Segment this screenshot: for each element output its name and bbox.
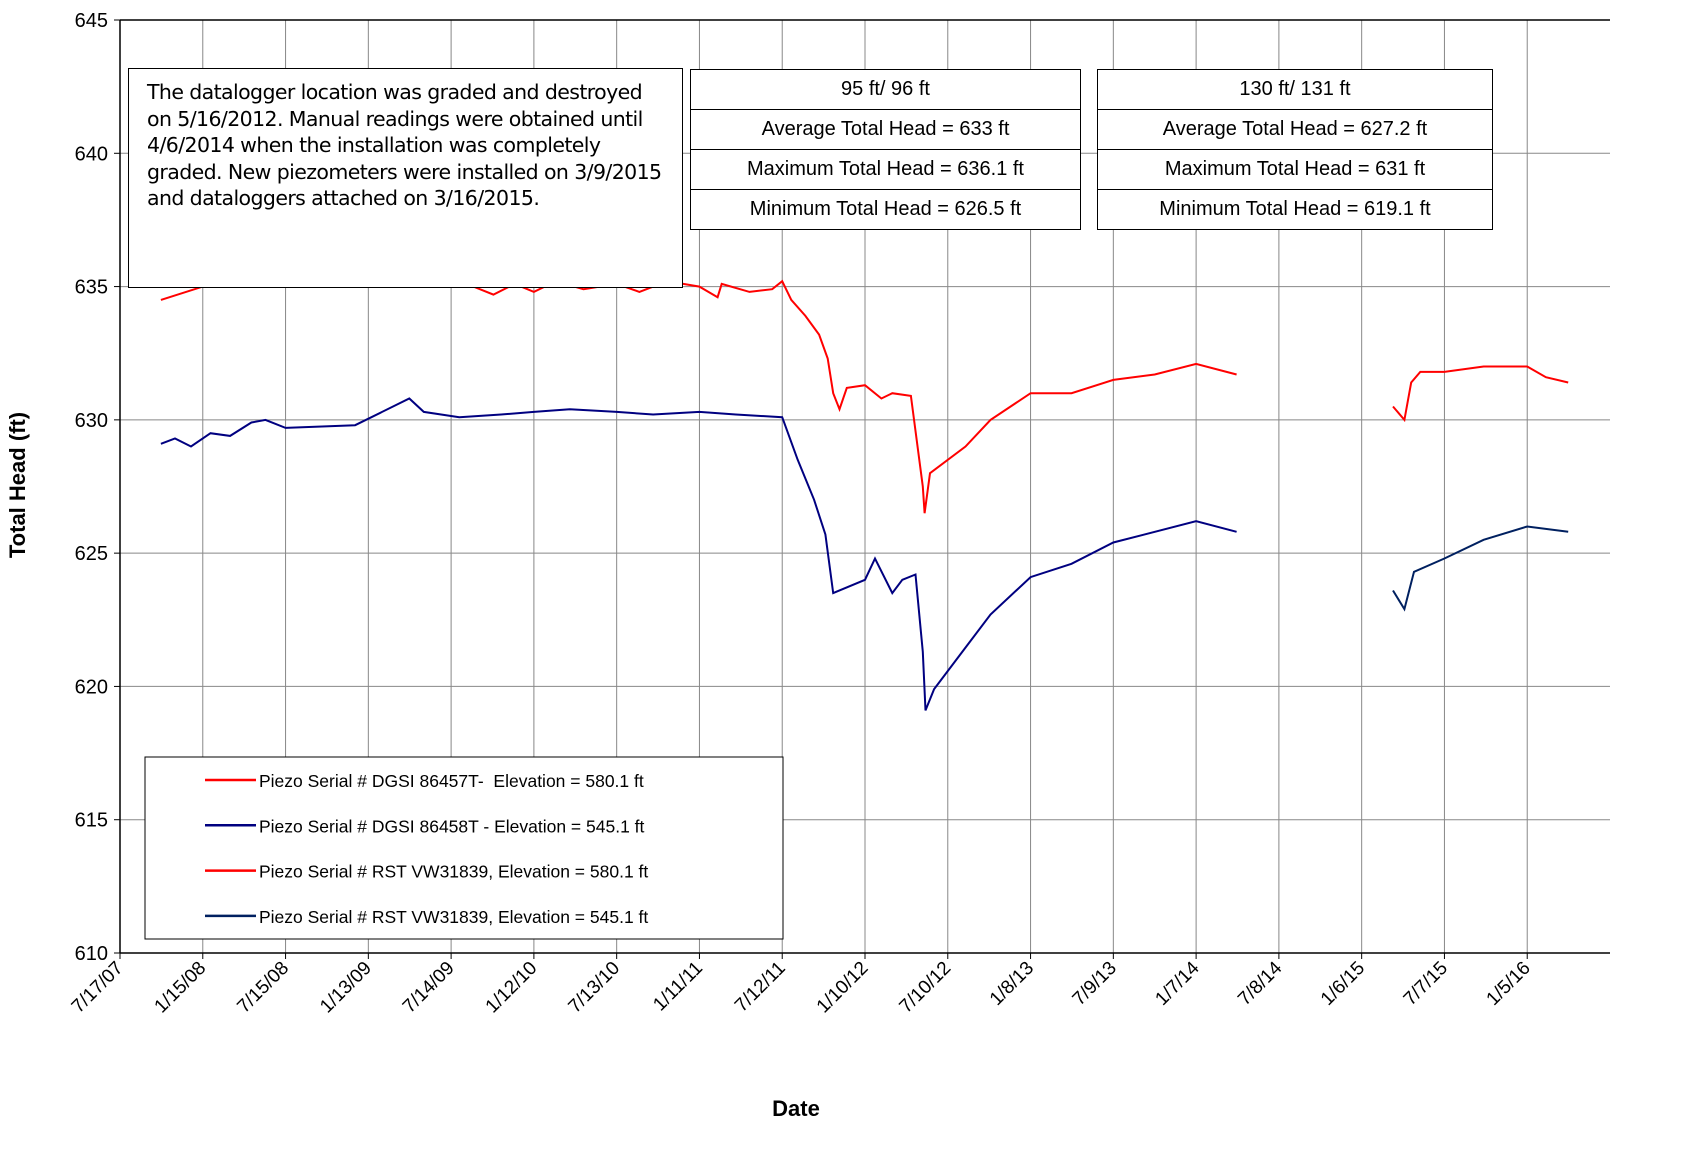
x-tick-label: 7/13/10 xyxy=(565,958,625,1018)
x-tick-label: 1/15/08 xyxy=(151,958,211,1018)
data-line xyxy=(1392,525,1569,612)
x-tick-label: 7/9/13 xyxy=(1069,958,1121,1010)
y-tick-label: 615 xyxy=(75,810,108,832)
x-tick-label: 1/12/10 xyxy=(482,958,542,1018)
x-axis-label: Date xyxy=(772,1096,820,1121)
x-tick-label: 7/8/14 xyxy=(1234,957,1287,1010)
y-tick-label: 610 xyxy=(75,943,108,965)
x-tick-label: 7/10/12 xyxy=(896,958,956,1018)
stats-table: 130 ft/ 131 ft Average Total Head = 627.… xyxy=(1097,69,1493,230)
x-tick-label: 1/11/11 xyxy=(649,958,707,1016)
x-tick-label: 1/13/09 xyxy=(316,958,376,1018)
x-tick-label: 7/14/09 xyxy=(399,958,459,1018)
legend-label: Piezo Serial # RST VW31839, Elevation = … xyxy=(259,862,648,882)
data-line xyxy=(160,397,1237,711)
x-tick-label: 1/5/16 xyxy=(1483,958,1535,1010)
y-tick-label: 620 xyxy=(75,676,108,698)
stats-cell: Average Total Head = 627.2 ft xyxy=(1097,109,1493,150)
y-tick-label: 630 xyxy=(75,410,108,432)
x-tick-label: 7/12/11 xyxy=(731,958,790,1017)
x-tick-label: 7/17/07 xyxy=(68,958,128,1018)
x-tick-label: 7/7/15 xyxy=(1400,958,1452,1010)
x-tick-label: 1/6/15 xyxy=(1317,958,1369,1010)
stats-cell: Minimum Total Head = 626.5 ft xyxy=(690,189,1081,230)
stats-table: 95 ft/ 96 ft Average Total Head = 633 ft… xyxy=(690,69,1081,230)
stats-cell: Average Total Head = 633 ft xyxy=(690,109,1081,150)
legend-label: Piezo Serial # RST VW31839, Elevation = … xyxy=(259,907,648,927)
stats-cell: Maximum Total Head = 631 ft xyxy=(1097,149,1493,190)
y-tick-label: 640 xyxy=(75,143,108,165)
stats-cell: 130 ft/ 131 ft xyxy=(1097,69,1493,110)
x-tick-label: 1/10/12 xyxy=(813,958,873,1018)
x-tick-label: 7/15/08 xyxy=(233,958,293,1018)
stats-cell: 95 ft/ 96 ft xyxy=(690,69,1081,110)
x-tick-label: 1/7/14 xyxy=(1151,957,1204,1010)
legend-label: Piezo Serial # DGSI 86458T - Elevation =… xyxy=(259,816,645,836)
legend-box xyxy=(144,756,784,940)
y-tick-label: 635 xyxy=(75,277,108,299)
y-tick-label: 645 xyxy=(75,10,108,32)
y-tick-label: 625 xyxy=(75,543,108,565)
data-line xyxy=(1392,365,1569,423)
data-line xyxy=(160,279,1237,514)
y-axis-label: Total Head (ft) xyxy=(5,412,30,558)
x-tick-label: 1/8/13 xyxy=(986,958,1038,1010)
stats-cell: Maximum Total Head = 636.1 ft xyxy=(690,149,1081,190)
stats-cell: Minimum Total Head = 619.1 ft xyxy=(1097,189,1493,230)
annotation-note: The datalogger location was graded and d… xyxy=(128,68,683,288)
legend-label: Piezo Serial # DGSI 86457T- Elevation = … xyxy=(259,771,644,791)
